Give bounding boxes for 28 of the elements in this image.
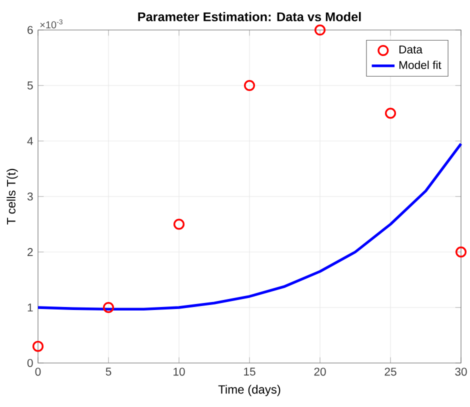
legend-label: Data	[399, 46, 422, 54]
legend-label: Model fit	[399, 60, 442, 70]
x-tick-label: 25	[384, 368, 396, 376]
y-tick-label: 0	[27, 358, 33, 368]
x-tick-label: 10	[174, 368, 185, 376]
text: ×10$^{-3}$	[40, 19, 62, 28]
y-tick-label: 4	[27, 137, 33, 145]
point	[314, 24, 326, 36]
y-axis-title: T cells T(t)	[6, 168, 18, 225]
point	[244, 80, 256, 92]
point	[455, 246, 467, 258]
point	[173, 218, 185, 230]
point	[32, 340, 44, 352]
y-tick-label: 5	[27, 82, 33, 90]
chart-title: Parameter Estimation: Data vs Model	[138, 12, 361, 22]
x-tick-label: 5	[106, 368, 112, 376]
x-tick-label: 20	[314, 368, 326, 376]
x-tick-label: 0	[35, 368, 41, 376]
y-tick-label: 1	[28, 304, 33, 312]
point	[384, 108, 396, 119]
x-tick-label: 30	[455, 368, 467, 376]
x-axis-title: Time (days)	[218, 384, 280, 396]
x-tick-label: 15	[244, 368, 256, 376]
y-tick-label: 2	[28, 248, 33, 256]
y-tick-label: 6	[28, 26, 33, 34]
line-series	[36, 142, 462, 310]
y-tick-label: 3	[27, 192, 33, 201]
point	[102, 302, 114, 314]
